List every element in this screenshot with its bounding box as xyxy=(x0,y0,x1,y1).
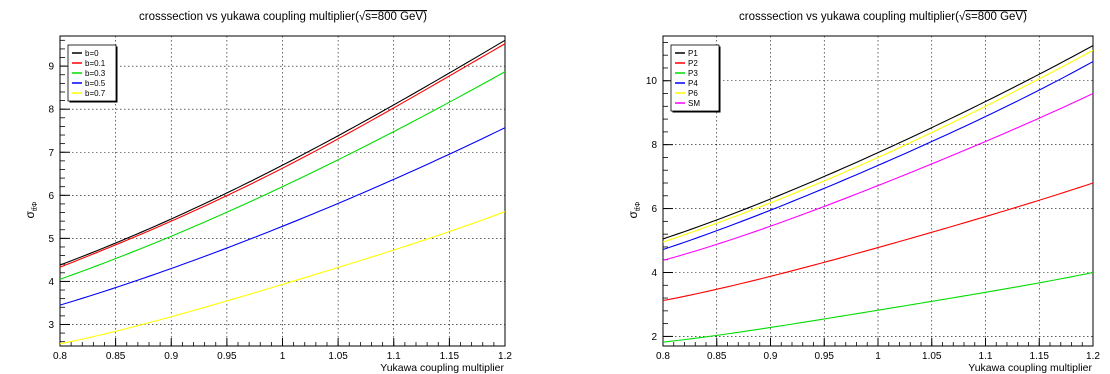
y-axis-label: σtt̄Φ xyxy=(626,201,642,218)
x-tick-label: 0.9 xyxy=(764,351,778,362)
series-line-p4 xyxy=(662,61,1094,251)
y-tick-label: 6 xyxy=(651,204,657,215)
x-tick-label: 1.15 xyxy=(1030,351,1050,362)
series-line-p6 xyxy=(662,49,1094,243)
x-axis-label: Yukawa coupling multiplier xyxy=(380,362,504,374)
series-line-sm xyxy=(662,93,1094,261)
y-tick-label: 10 xyxy=(646,76,658,87)
x-tick-label: 0.85 xyxy=(707,351,727,362)
series-line-b-0-7 xyxy=(59,211,506,345)
y-tick-label: 5 xyxy=(48,234,54,245)
legend-label: b=0.5 xyxy=(85,79,106,88)
x-tick-label: 0.95 xyxy=(815,351,835,362)
x-tick-label: 0.85 xyxy=(106,351,126,362)
legend-label: b=0 xyxy=(85,49,99,58)
x-tick-label: 1.1 xyxy=(387,351,401,362)
legend-label: P3 xyxy=(688,69,698,78)
plot-frame xyxy=(662,35,1094,347)
y-tick-label: 4 xyxy=(48,277,54,288)
series-line-p1 xyxy=(662,45,1094,240)
y-tick-label: 2 xyxy=(651,332,657,343)
y-tick-label: 9 xyxy=(48,62,54,73)
x-tick-label: 1 xyxy=(875,351,881,362)
legend-label: b=0.1 xyxy=(85,59,106,68)
y-tick-label: 8 xyxy=(48,105,54,116)
x-tick-label: 1.15 xyxy=(440,351,460,362)
chart-title: crosssection vs yukawa coupling multipli… xyxy=(139,10,427,23)
y-tick-label: 6 xyxy=(48,191,54,202)
legend-label: b=0.7 xyxy=(85,89,106,98)
legend-label: SM xyxy=(688,99,700,108)
x-tick-label: 1.05 xyxy=(922,351,942,362)
x-tick-label: 0.8 xyxy=(53,351,67,362)
x-tick-label: 0.9 xyxy=(164,351,178,362)
legend-label: P4 xyxy=(688,79,698,88)
legend-label: P6 xyxy=(688,89,698,98)
chart-title: crosssection vs yukawa coupling multipli… xyxy=(739,10,1027,23)
legend-label: b=0.3 xyxy=(85,69,106,78)
chart-2: crosssection vs yukawa coupling multipli… xyxy=(626,10,1100,374)
x-tick-label: 1.1 xyxy=(979,351,993,362)
x-tick-label: 1.05 xyxy=(328,351,348,362)
legend-label: P2 xyxy=(688,59,698,68)
series-line-b-0-3 xyxy=(59,71,506,280)
x-tick-label: 0.8 xyxy=(656,351,670,362)
y-tick-label: 3 xyxy=(48,320,54,331)
legend-box xyxy=(670,44,720,112)
series-line-b-0-1 xyxy=(59,43,506,268)
x-axis-label: Yukawa coupling multiplier xyxy=(968,362,1092,374)
series-line-b-0-5 xyxy=(59,127,506,306)
series-line-p3 xyxy=(662,271,1094,343)
legend-label: P1 xyxy=(688,49,698,58)
series-line-b-0 xyxy=(59,39,506,266)
x-tick-label: 1.2 xyxy=(498,351,512,362)
y-tick-label: 8 xyxy=(651,140,657,151)
x-tick-label: 1.2 xyxy=(1086,351,1100,362)
y-axis-label: σtt̄Φ xyxy=(23,201,39,218)
y-tick-label: 4 xyxy=(651,268,657,279)
y-tick-label: 7 xyxy=(48,148,54,159)
chart-1: crosssection vs yukawa coupling multipli… xyxy=(23,10,512,374)
series-line-p2 xyxy=(662,182,1094,302)
x-tick-label: 1 xyxy=(280,351,286,362)
x-tick-label: 0.95 xyxy=(217,351,237,362)
